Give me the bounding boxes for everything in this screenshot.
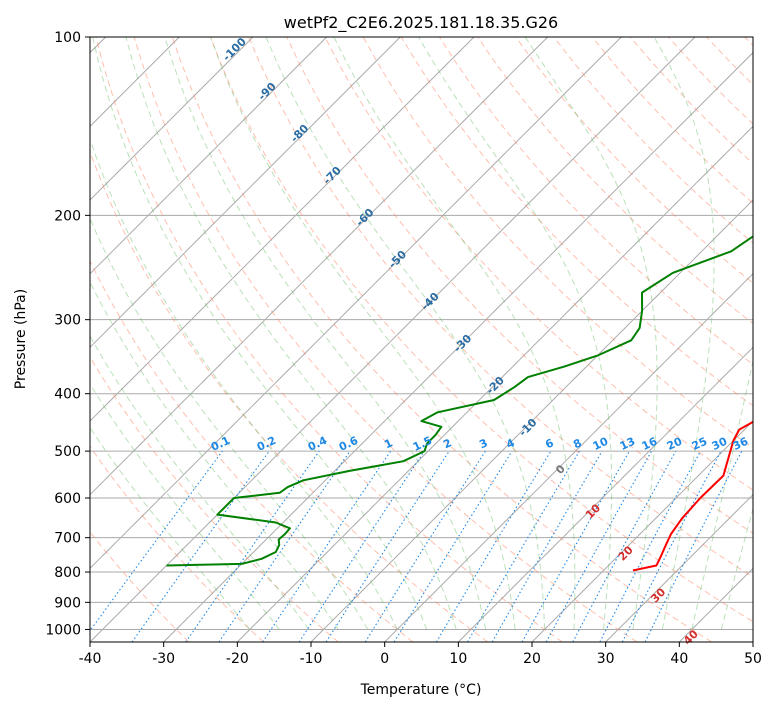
y-tick-label: 100	[54, 30, 81, 46]
isotherm-line	[90, 37, 549, 496]
x-tick-label: 0	[380, 651, 389, 667]
dry-adiabat-line	[515, 37, 753, 284]
isotherm-line	[90, 37, 401, 349]
mixing-ratio-line	[262, 450, 392, 642]
y-tick-label: 600	[54, 491, 81, 507]
isotherm-line	[236, 125, 753, 642]
profile-line	[166, 235, 753, 567]
y-tick-label: 900	[54, 595, 81, 611]
y-tick-label: 400	[54, 387, 81, 403]
moist-adiabat-line	[90, 280, 339, 630]
mixing-ratio-line	[131, 450, 270, 642]
mixing-ratio-line	[90, 450, 223, 632]
x-tick-label: -30	[152, 651, 175, 667]
x-tick-label: 20	[523, 651, 541, 667]
y-tick-label: 500	[54, 444, 81, 460]
isotherm-line	[163, 51, 753, 642]
dry-adiabat-line	[133, 37, 638, 642]
isotherm-line	[90, 37, 696, 642]
isotherm-line	[752, 641, 753, 642]
x-tick-label: -10	[300, 651, 323, 667]
mixing-ratio-label: 16	[640, 435, 660, 453]
mixing-ratio-line	[572, 450, 677, 642]
dry-adiabat-line	[90, 356, 339, 642]
moist-adiabat-line	[90, 217, 369, 630]
plot-background	[90, 37, 753, 642]
dry-adiabat-line	[286, 37, 753, 534]
mixing-ratio-label: 30	[710, 435, 730, 453]
dry-adiabat-line	[324, 37, 753, 491]
isotherm-line	[90, 37, 475, 422]
isotherm-line	[531, 420, 753, 642]
y-axis-label: Pressure (hPa)	[13, 289, 29, 389]
x-tick-label: 50	[744, 651, 762, 667]
y-tick-label: 700	[54, 531, 81, 547]
mixing-ratio-line	[298, 450, 425, 642]
y-tick-label: 200	[54, 208, 81, 224]
x-tick-label: 30	[597, 651, 615, 667]
chart-title: wetPf2_C2E6.2025.181.18.35.G26	[284, 13, 558, 33]
y-tick-label: 300	[54, 313, 81, 329]
moist-adiabat-line	[653, 37, 715, 630]
x-tick-label: -20	[226, 651, 249, 667]
isotherm-line	[310, 199, 753, 642]
mixing-ratio-line	[521, 450, 630, 642]
x-axis-ticks: -40 -30 -20 -10 0 10 20 30 40 50	[79, 642, 762, 667]
moist-adiabat-line	[92, 37, 428, 630]
mixing-ratio-line	[218, 450, 351, 642]
x-tick-label: -40	[79, 651, 102, 667]
mixing-ratio-label: 25	[690, 435, 709, 453]
profile-line	[632, 420, 753, 572]
mixing-ratio-label: 13	[618, 435, 637, 453]
mixing-ratio-line	[325, 450, 450, 642]
isotherm-line	[457, 346, 753, 642]
mixing-ratio-label: 10	[591, 435, 611, 453]
isotherm-line	[605, 493, 753, 642]
moist-adiabat-line	[210, 37, 516, 630]
moist-adiabat-line	[418, 37, 613, 630]
isotherm-line	[678, 567, 753, 642]
plot-frame	[89, 36, 754, 643]
mixing-ratio-label: 36	[731, 435, 751, 453]
moist-adiabat-line	[691, 358, 753, 630]
x-axis-label: Temperature (°C)	[360, 682, 482, 698]
mixing-ratio-line	[185, 450, 320, 642]
y-tick-label: 1000	[45, 622, 81, 638]
moist-adiabat-line	[720, 506, 753, 630]
dry-adiabat-line	[90, 445, 264, 642]
y-axis-ticks: 100 200 300 400 500 600 700 800 900 1000	[45, 30, 90, 638]
dry-adiabat-line	[248, 37, 753, 578]
moist-adiabat-line	[90, 137, 398, 630]
moist-adiabat-line	[164, 37, 487, 630]
dry-adiabat-line	[90, 259, 414, 642]
moist-adiabat-line	[90, 335, 310, 630]
x-tick-label: 40	[670, 651, 688, 667]
mixing-ratio-label: 20	[665, 435, 685, 453]
dry-adiabat-line	[95, 37, 563, 642]
isotherm-line	[384, 272, 753, 642]
isotherm-line	[90, 37, 622, 570]
mixing-ratio-line	[545, 450, 653, 642]
moist-adiabat-line	[90, 426, 251, 630]
x-tick-label: 10	[449, 651, 467, 667]
moist-adiabat-line	[265, 37, 546, 630]
moist-adiabat-line	[125, 37, 457, 630]
background-lines	[90, 37, 753, 642]
mixing-ratio-line	[644, 450, 743, 642]
profile-lines	[166, 235, 753, 572]
dry-adiabat-line	[210, 37, 753, 623]
moist-adiabat-line	[90, 383, 280, 630]
dry-adiabat-line	[171, 37, 712, 642]
mixing-ratio-line	[393, 450, 513, 642]
y-tick-label: 800	[54, 565, 81, 581]
moist-adiabat-line	[524, 37, 658, 630]
